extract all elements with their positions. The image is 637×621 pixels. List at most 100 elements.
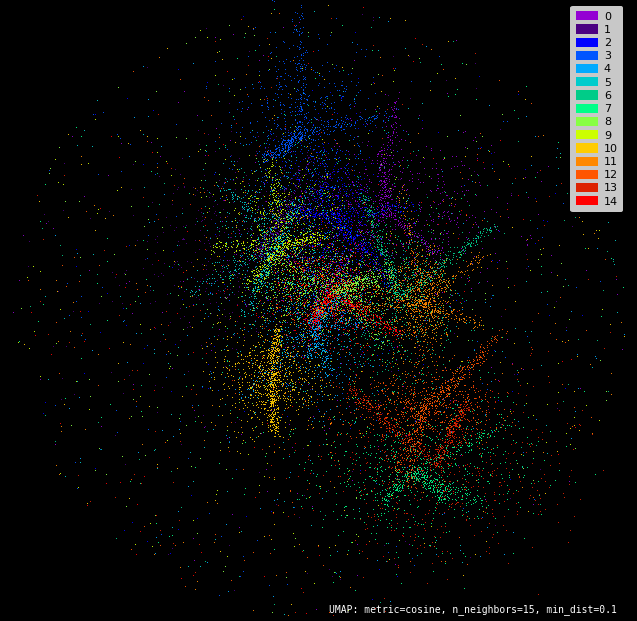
Point [310, 97, 320, 107]
Point [343, 259, 353, 269]
Point [327, 302, 337, 312]
Point [313, 45, 324, 55]
Point [345, 299, 355, 309]
Point [289, 188, 299, 198]
Point [364, 301, 374, 310]
Point [147, 105, 157, 115]
Point [254, 396, 264, 406]
Point [347, 297, 357, 307]
Point [237, 306, 247, 315]
Point [207, 273, 217, 283]
Point [351, 399, 361, 409]
Point [317, 492, 327, 502]
Point [317, 264, 327, 274]
Point [381, 246, 391, 256]
Point [57, 250, 67, 260]
Point [320, 242, 331, 252]
Point [328, 289, 338, 299]
Point [318, 303, 328, 313]
Point [329, 207, 339, 217]
Point [401, 238, 411, 248]
Point [290, 168, 300, 178]
Point [301, 309, 311, 319]
Point [360, 235, 370, 245]
Point [289, 179, 299, 189]
Point [424, 314, 434, 324]
Point [370, 276, 380, 286]
Point [326, 321, 336, 331]
Point [379, 494, 389, 504]
Point [373, 269, 383, 279]
Point [318, 286, 329, 296]
Point [297, 209, 307, 219]
Point [416, 369, 426, 379]
Point [443, 504, 453, 514]
Point [297, 342, 307, 351]
Point [410, 315, 420, 325]
Point [220, 351, 230, 361]
Point [359, 442, 369, 451]
Point [278, 301, 289, 310]
Point [271, 249, 281, 259]
Point [334, 278, 345, 288]
Point [346, 433, 356, 443]
Point [293, 230, 303, 240]
Point [330, 286, 340, 296]
Point [340, 229, 350, 239]
Point [434, 188, 445, 197]
Point [473, 513, 483, 523]
Point [76, 159, 87, 169]
Point [296, 122, 306, 132]
Point [431, 537, 441, 547]
Point [427, 263, 437, 273]
Point [187, 490, 197, 500]
Point [317, 247, 327, 256]
Point [283, 179, 293, 189]
Point [255, 271, 266, 281]
Point [408, 468, 418, 478]
Point [338, 393, 348, 403]
Point [271, 236, 281, 246]
Point [335, 363, 345, 373]
Point [436, 380, 446, 390]
Point [292, 94, 303, 104]
Point [284, 137, 294, 147]
Point [332, 114, 342, 124]
Point [362, 393, 373, 403]
Point [199, 308, 210, 318]
Point [427, 348, 437, 358]
Point [365, 282, 375, 292]
Point [303, 273, 313, 283]
Point [341, 428, 352, 438]
Point [125, 339, 135, 349]
Point [210, 529, 220, 539]
Point [367, 486, 377, 496]
Point [395, 486, 405, 496]
Point [262, 384, 272, 394]
Point [334, 283, 345, 293]
Point [433, 434, 443, 444]
Point [366, 317, 376, 327]
Point [403, 294, 413, 304]
Point [322, 213, 332, 223]
Point [289, 180, 299, 190]
Point [388, 273, 398, 283]
Point [248, 242, 258, 252]
Point [229, 256, 239, 266]
Point [429, 240, 439, 250]
Point [167, 363, 177, 373]
Point [338, 329, 348, 338]
Point [301, 260, 311, 270]
Point [484, 338, 494, 348]
Point [259, 353, 269, 363]
Point [169, 256, 179, 266]
Point [400, 366, 410, 376]
Point [445, 426, 455, 436]
Point [404, 455, 415, 465]
Point [344, 299, 354, 309]
Point [269, 235, 280, 245]
Point [225, 312, 236, 322]
Point [436, 481, 446, 491]
Point [285, 163, 296, 173]
Point [439, 274, 449, 284]
